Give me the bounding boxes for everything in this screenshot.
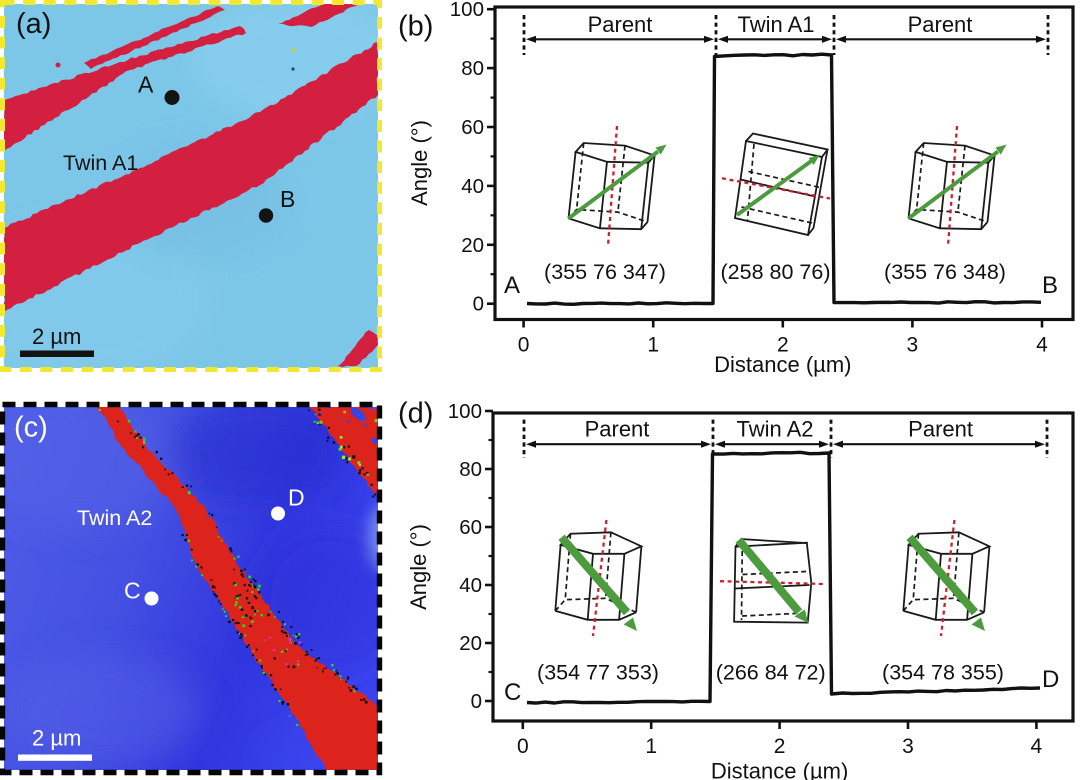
svg-text:(d): (d) [398,398,433,430]
svg-text:Distance (µm): Distance (µm) [711,759,848,780]
svg-text:(258 80 76): (258 80 76) [721,260,831,284]
svg-text:2: 2 [774,735,786,758]
svg-text:Distance (µm): Distance (µm) [714,352,851,377]
svg-text:Twin A2: Twin A2 [736,417,813,442]
svg-text:(354 78 355): (354 78 355) [882,661,1004,685]
svg-text:(354 77 353): (354 77 353) [537,661,659,685]
svg-text:Parent: Parent [908,12,973,37]
svg-text:40: 40 [459,574,482,597]
svg-text:Twin A1: Twin A1 [737,12,814,37]
svg-text:80: 80 [461,57,484,80]
svg-text:Parent: Parent [585,417,650,442]
svg-text:20: 20 [461,234,484,257]
svg-text:2: 2 [777,334,789,357]
svg-text:100: 100 [448,400,482,423]
svg-text:D: D [288,485,305,511]
svg-text:C: C [504,679,521,706]
svg-text:1: 1 [647,334,659,357]
svg-text:(355 76 348): (355 76 348) [884,260,1006,284]
svg-text:(b): (b) [398,11,433,43]
svg-text:80: 80 [459,458,482,481]
svg-text:2 µm: 2 µm [32,726,81,751]
svg-text:60: 60 [461,116,484,139]
svg-text:(355 76 347): (355 76 347) [544,260,666,284]
svg-text:D: D [1042,666,1059,693]
svg-text:100: 100 [450,0,484,21]
svg-text:Twin A2: Twin A2 [77,506,152,530]
svg-text:4: 4 [1036,334,1048,357]
svg-text:0: 0 [518,334,530,357]
svg-text:2 µm: 2 µm [32,324,81,349]
svg-text:0: 0 [471,690,482,713]
svg-text:3: 3 [907,334,919,357]
svg-text:0: 0 [473,293,484,316]
svg-text:(a): (a) [16,8,51,40]
svg-text:(266 84 72): (266 84 72) [716,661,826,685]
svg-text:B: B [1042,272,1058,299]
svg-text:Twin A1: Twin A1 [63,151,138,175]
svg-text:Parent: Parent [908,417,973,442]
svg-text:Parent: Parent [588,12,653,37]
svg-text:Angle (°): Angle (°) [407,120,432,206]
svg-text:C: C [124,578,141,604]
svg-text:60: 60 [459,516,482,539]
svg-text:Angle (°): Angle (°) [406,524,431,610]
svg-text:A: A [504,272,520,299]
svg-text:1: 1 [645,735,657,758]
svg-text:A: A [138,72,154,98]
svg-text:B: B [280,186,295,212]
svg-text:3: 3 [902,735,914,758]
svg-text:40: 40 [461,175,484,198]
svg-text:0: 0 [517,735,529,758]
svg-text:20: 20 [459,632,482,655]
svg-text:4: 4 [1031,735,1043,758]
svg-text:(c): (c) [14,412,48,444]
